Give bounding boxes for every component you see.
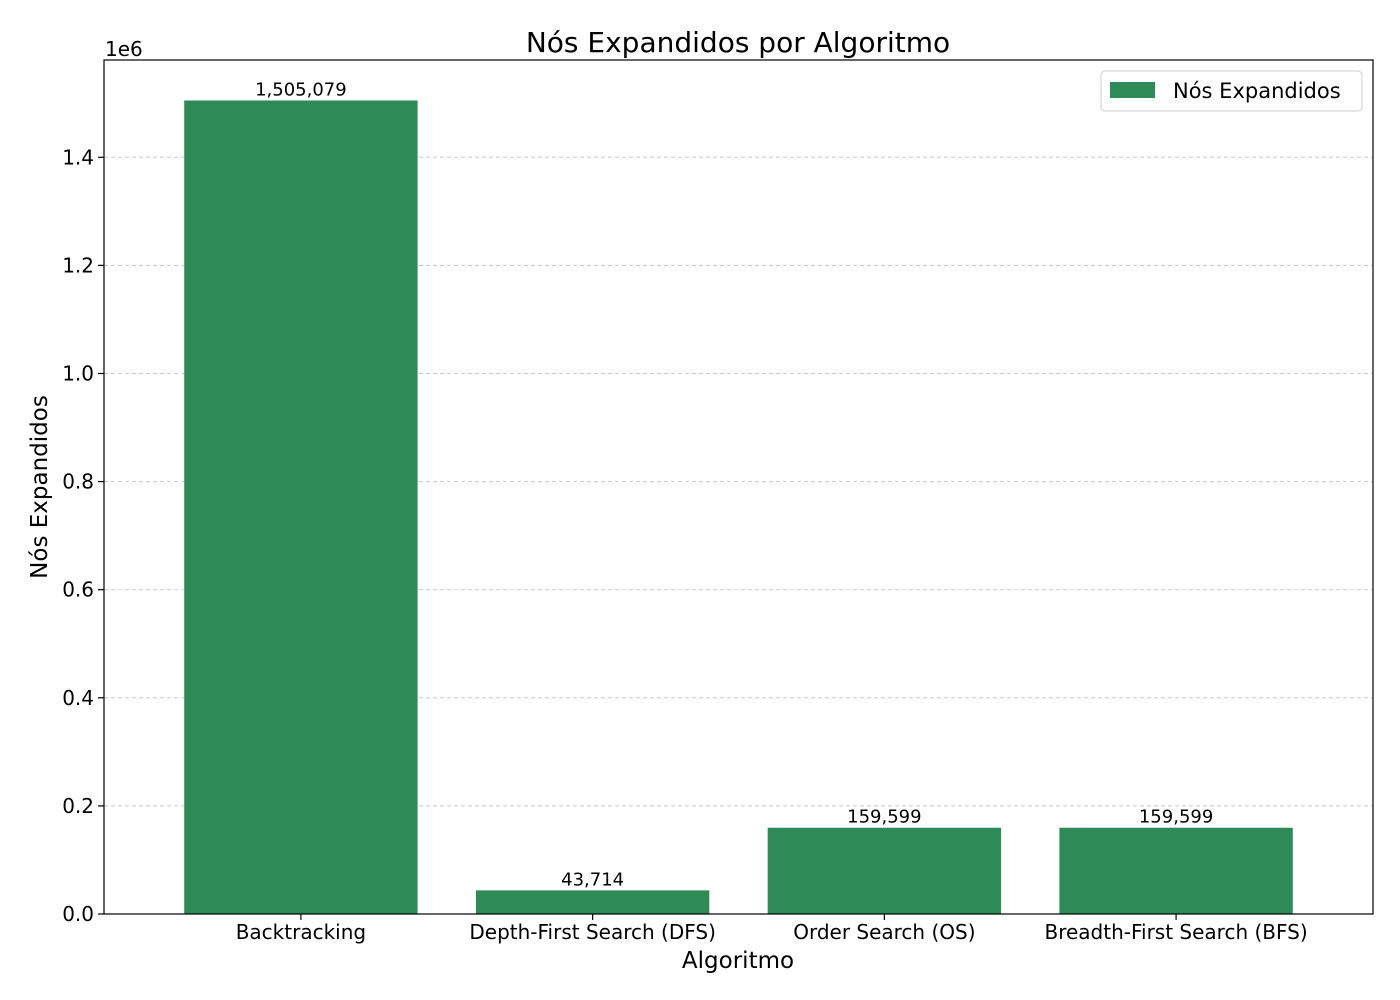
y-tick-label: 1.2 (62, 253, 94, 277)
y-tick-label: 0.6 (62, 578, 94, 602)
y-tick-label: 0.4 (62, 686, 94, 710)
x-tick-label: Order Search (OS) (793, 920, 975, 944)
legend: Nós Expandidos (1100, 70, 1363, 112)
x-tick-label: Depth-First Search (DFS) (469, 920, 716, 944)
bar-value-label: 159,599 (1139, 807, 1213, 828)
bar-value-label: 43,714 (561, 869, 624, 890)
data-labels: 1,505,079 43,714 159,599 159,599 (255, 79, 1213, 890)
y-axis-label: Nós Expandidos (27, 395, 53, 579)
y-tick-label: 1.4 (62, 145, 94, 169)
bars (184, 100, 1293, 914)
y-tick-label: 0.0 (62, 902, 94, 926)
y-axis-ticks: 0.0 0.2 0.4 0.6 0.8 1.0 1.2 1.4 (62, 145, 104, 926)
x-axis-ticks: Backtracking Depth-First Search (DFS) Orde… (236, 914, 1308, 944)
legend-frame (1100, 70, 1363, 112)
bar (475, 890, 710, 914)
chart-title: Nós Expandidos por Algoritmo (526, 26, 950, 59)
bar (1059, 827, 1293, 914)
x-tick-label: Breadth-First Search (BFS) (1044, 920, 1307, 944)
plot-frame (103, 59, 1374, 915)
bar (767, 827, 1002, 914)
legend-swatch (1110, 82, 1155, 98)
y-tick-label: 0.2 (62, 794, 94, 818)
x-axis-label: Algoritmo (682, 948, 794, 974)
y-tick-label: 0.8 (62, 470, 94, 494)
y-tick-label: 1.0 (62, 361, 94, 385)
bar-value-label: 159,599 (847, 807, 921, 828)
bar (184, 100, 418, 914)
bar-value-label: 1,505,079 (255, 79, 347, 100)
y-offset-label: 1e6 (105, 37, 143, 61)
legend-label: Nós Expandidos (1173, 79, 1341, 103)
x-tick-label: Backtracking (236, 920, 366, 944)
